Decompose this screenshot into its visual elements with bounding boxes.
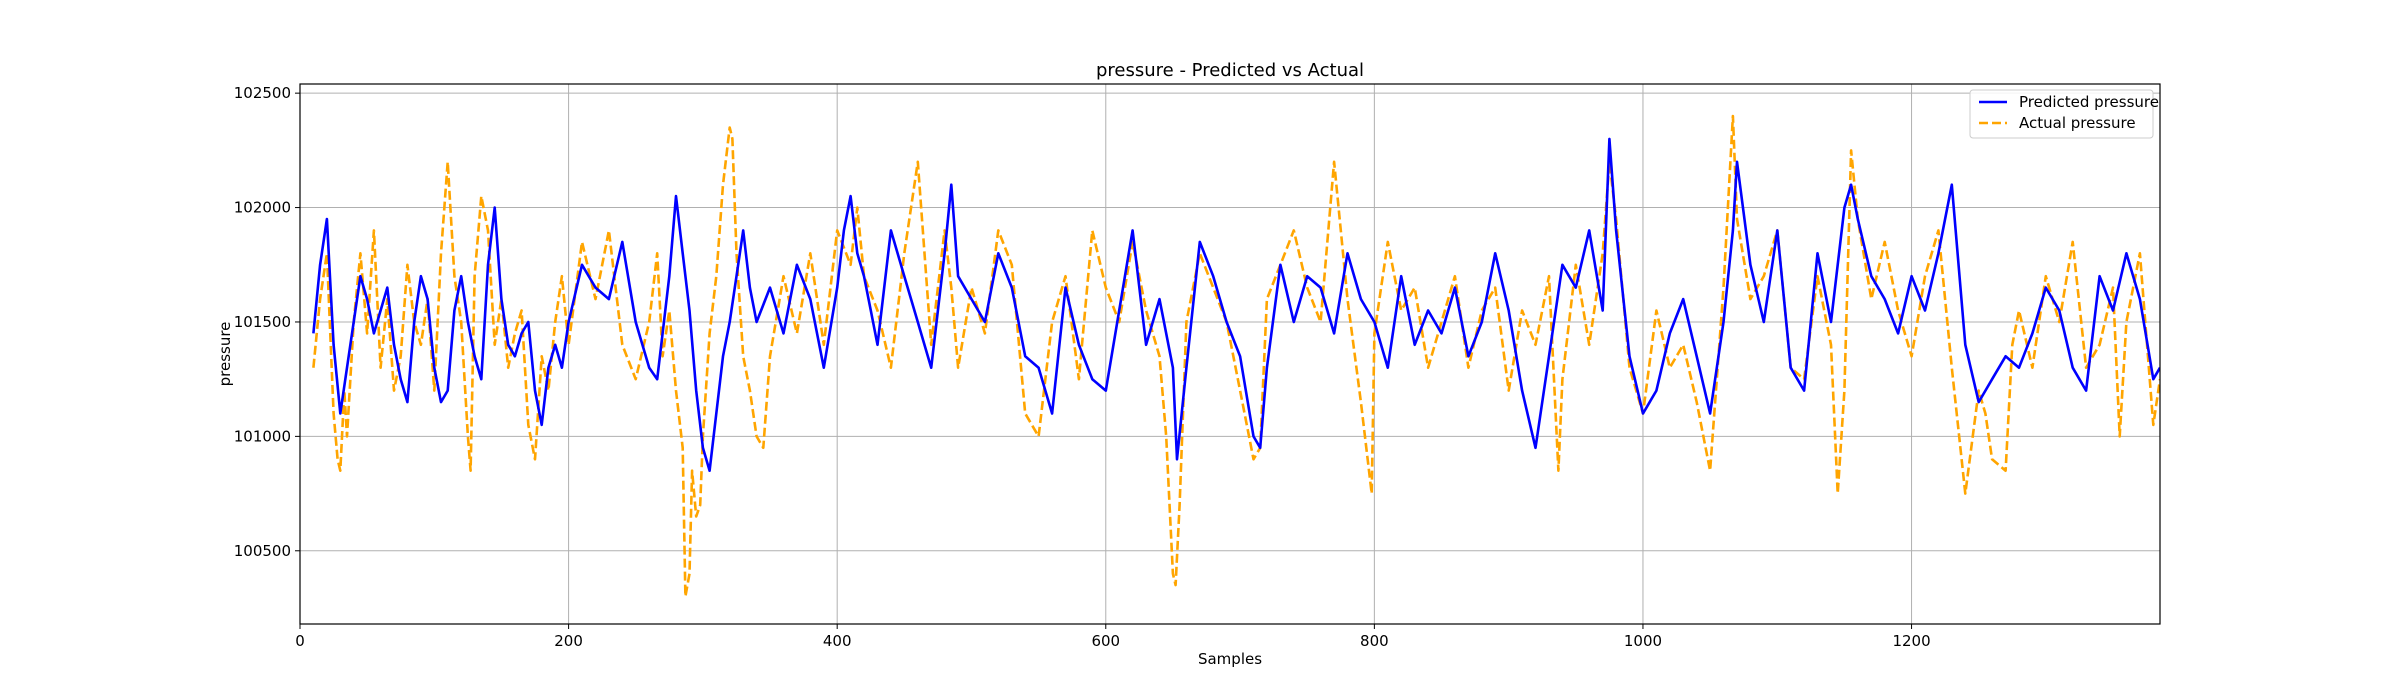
x-tick-label: 800 [1360,632,1389,650]
x-tick-label: 600 [1091,632,1120,650]
y-tick-label: 101000 [234,427,291,445]
grid [299,84,2160,624]
x-ticks: 0 200 400 600 800 1000 1200 [295,624,1931,650]
x-tick-label: 400 [823,632,852,650]
y-tick-label: 100500 [234,542,291,560]
legend: Predicted pressure Actual pressure [1969,89,2159,139]
legend-label-actual: Actual pressure [2019,114,2136,132]
y-tick-label: 102500 [234,84,291,102]
series-line-predicted [312,137,2160,473]
x-tick-label: 0 [295,632,305,650]
legend-label-predicted: Predicted pressure [2019,93,2159,111]
legend-box [1969,89,2154,139]
plot-frame [299,83,2161,625]
y-tick-label: 101500 [234,313,291,331]
x-axis-label: Samples [1198,650,1262,668]
plot-clip-group [312,114,2160,598]
x-tick-label: 1200 [1892,632,1930,650]
y-ticks: 100500 101000 101500 102000 102500 [234,84,300,560]
x-tick-label: 200 [554,632,583,650]
y-tick-label: 102000 [234,199,291,217]
x-tick-label: 1000 [1624,632,1662,650]
chart-title: pressure - Predicted vs Actual [1096,60,1364,81]
y-axis-label: pressure [216,322,234,387]
series-lines [312,114,2160,598]
